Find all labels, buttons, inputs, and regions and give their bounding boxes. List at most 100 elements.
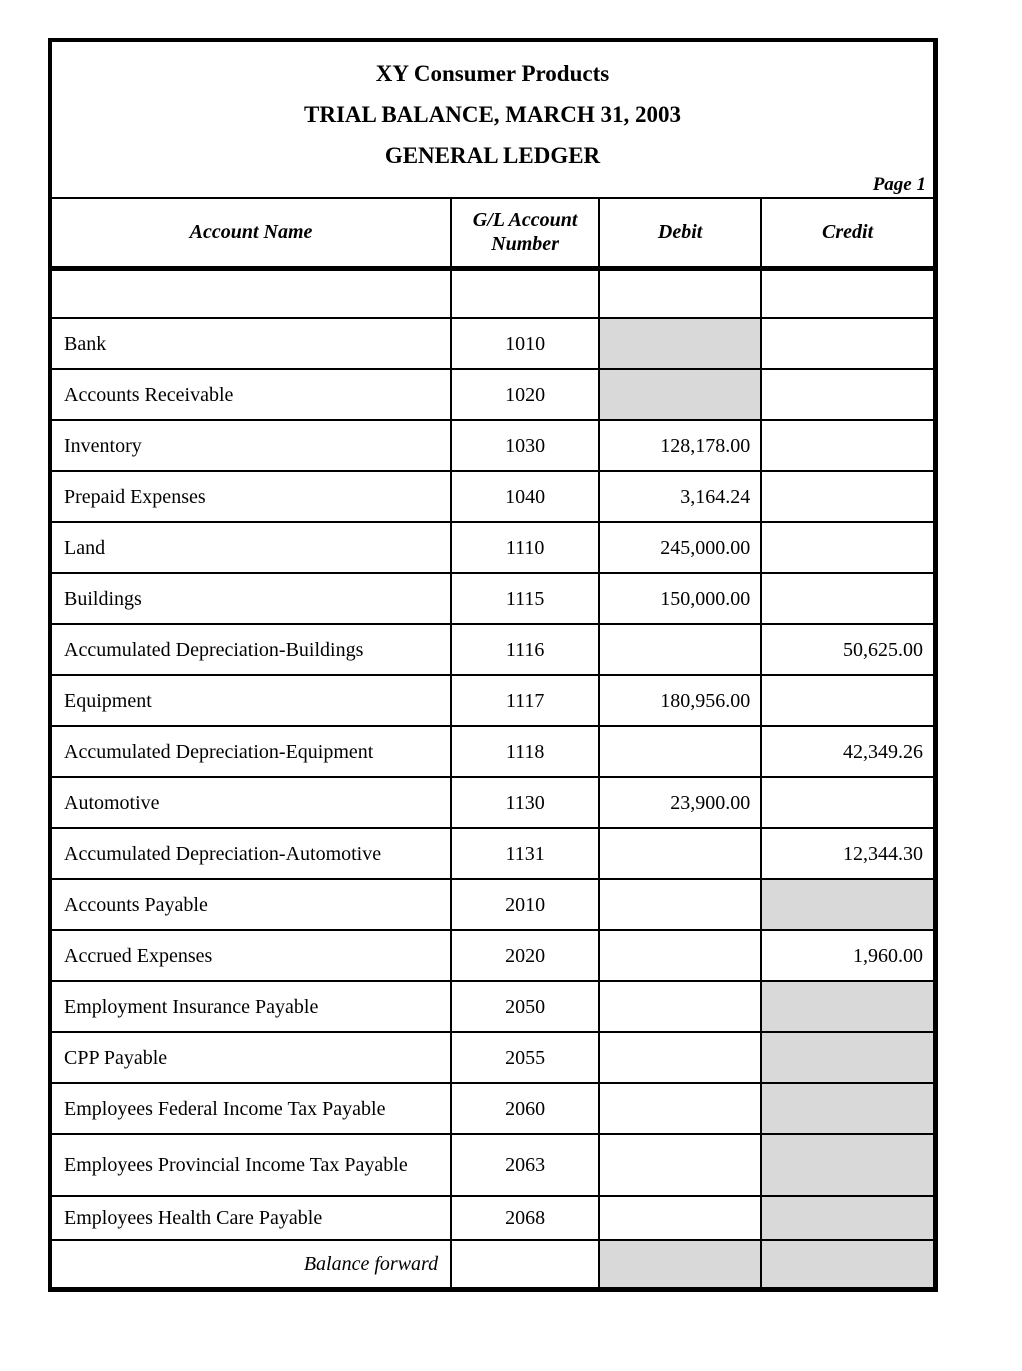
debit-cell bbox=[598, 317, 763, 370]
account-name-cell: Employees Health Care Payable bbox=[52, 1195, 453, 1241]
account-number-cell: 1117 bbox=[450, 674, 601, 727]
account-number-cell: 1010 bbox=[450, 317, 601, 370]
account-name-cell: Employment Insurance Payable bbox=[52, 980, 453, 1033]
account-number-cell-text: 1115 bbox=[505, 587, 545, 610]
account-name-cell bbox=[52, 267, 453, 319]
account-number-cell: 2055 bbox=[450, 1031, 601, 1084]
account-number-cell: 1115 bbox=[450, 572, 601, 625]
trial-balance-document: XY Consumer Products TRIAL BALANCE, MARC… bbox=[48, 38, 938, 1292]
account-name-cell: Equipment bbox=[52, 674, 453, 727]
account-name-cell: Automotive bbox=[52, 776, 453, 829]
account-number-cell: 1030 bbox=[450, 419, 601, 472]
credit-cell bbox=[760, 368, 933, 421]
trial-balance-table: Account Name G/L Account Number Debit Cr… bbox=[52, 197, 933, 1287]
account-number-cell bbox=[450, 267, 601, 319]
debit-cell-text: 3,164.24 bbox=[680, 485, 751, 508]
account-name-cell-text: Balance forward bbox=[303, 1253, 439, 1275]
account-number-cell: 2050 bbox=[450, 980, 601, 1033]
debit-cell: 180,956.00 bbox=[598, 674, 763, 727]
account-name-cell-text: Employees Provincial Income Tax Payable bbox=[64, 1154, 408, 1176]
account-number-cell-text: 2068 bbox=[505, 1207, 546, 1229]
table-row: Employees Health Care Payable 2068 bbox=[52, 1195, 933, 1241]
debit-cell bbox=[598, 623, 763, 676]
credit-cell bbox=[760, 674, 933, 727]
account-number-cell-text: 1130 bbox=[505, 791, 545, 814]
debit-cell-text: 180,956.00 bbox=[660, 689, 751, 712]
account-name-cell-text: Automotive bbox=[64, 791, 160, 814]
ledger-title: GENERAL LEDGER bbox=[384, 143, 601, 168]
account-name-cell-text: Buildings bbox=[64, 587, 142, 610]
debit-cell: 23,900.00 bbox=[598, 776, 763, 829]
table-row: Accrued Expenses 2020 1,960.00 bbox=[52, 929, 933, 982]
credit-cell bbox=[760, 776, 933, 829]
table-row: Bank 1010 bbox=[52, 317, 933, 370]
account-name-cell: Prepaid Expenses bbox=[52, 470, 453, 523]
credit-cell bbox=[760, 878, 933, 931]
credit-cell: 12,344.30 bbox=[760, 827, 933, 880]
account-number-cell-text: 2010 bbox=[505, 893, 546, 916]
account-number-cell-text: 2060 bbox=[505, 1097, 546, 1120]
account-number-cell-text: 2063 bbox=[505, 1154, 546, 1176]
account-name-cell-text: Accounts Receivable bbox=[64, 383, 234, 406]
credit-cell bbox=[760, 1133, 933, 1197]
account-number-cell-text: 1110 bbox=[505, 536, 545, 559]
credit-cell bbox=[760, 1082, 933, 1135]
debit-cell bbox=[598, 1239, 763, 1287]
account-number-cell: 1130 bbox=[450, 776, 601, 829]
table-row: Automotive 1130 23,900.00 bbox=[52, 776, 933, 829]
company-name: XY Consumer Products bbox=[375, 61, 610, 86]
debit-cell: 150,000.00 bbox=[598, 572, 763, 625]
credit-cell bbox=[760, 1031, 933, 1084]
debit-cell-text: 23,900.00 bbox=[670, 791, 751, 814]
credit-cell bbox=[760, 267, 933, 319]
table-row: Employees Federal Income Tax Payable 2060 bbox=[52, 1082, 933, 1135]
credit-cell: 50,625.00 bbox=[760, 623, 933, 676]
account-number-cell-text: 1030 bbox=[505, 434, 546, 457]
account-name-cell-text: Accumulated Depreciation-Automotive bbox=[64, 842, 382, 865]
report-title: TRIAL BALANCE, MARCH 31, 2003 bbox=[304, 102, 681, 127]
accounts-table-body: Bank 1010 Accounts Receivable 1020 Inventory… bbox=[52, 267, 933, 1287]
account-name-cell: Employees Federal Income Tax Payable bbox=[52, 1082, 453, 1135]
table-row: Accumulated Depreciation-Automotive 1131 1… bbox=[52, 827, 933, 880]
debit-cell bbox=[598, 1082, 763, 1135]
account-name-cell-text: Employees Federal Income Tax Payable bbox=[64, 1097, 386, 1120]
debit-cell bbox=[598, 725, 763, 778]
blank-row bbox=[52, 267, 933, 319]
account-number-cell-text: 1131 bbox=[505, 842, 545, 865]
table-row: Prepaid Expenses 1040 3,164.24 bbox=[52, 470, 933, 523]
credit-cell bbox=[760, 980, 933, 1033]
account-name-cell-text: Equipment bbox=[64, 689, 152, 712]
balance-forward-row: Balance forward bbox=[52, 1239, 933, 1287]
table-row: Land 1110 245,000.00 bbox=[52, 521, 933, 574]
debit-cell bbox=[598, 1031, 763, 1084]
account-name-cell-text: Land bbox=[64, 536, 106, 559]
account-name-cell: Bank bbox=[52, 317, 453, 370]
account-name-cell-text: Employment Insurance Payable bbox=[64, 995, 319, 1018]
table-row: Buildings 1115 150,000.00 bbox=[52, 572, 933, 625]
credit-cell: 42,349.26 bbox=[760, 725, 933, 778]
credit-cell bbox=[760, 1239, 933, 1287]
table-row: CPP Payable 2055 bbox=[52, 1031, 933, 1084]
account-number-cell: 1131 bbox=[450, 827, 601, 880]
debit-cell bbox=[598, 1133, 763, 1197]
account-number-cell: 2060 bbox=[450, 1082, 601, 1135]
account-name-cell: Employees Provincial Income Tax Payable bbox=[52, 1133, 453, 1197]
account-number-cell bbox=[450, 1239, 601, 1287]
credit-cell-text: 42,349.26 bbox=[843, 740, 923, 763]
account-name-cell: Accounts Payable bbox=[52, 878, 453, 931]
account-name-cell: Accounts Receivable bbox=[52, 368, 453, 421]
account-name-cell: Accrued Expenses bbox=[52, 929, 453, 982]
credit-cell bbox=[760, 419, 933, 472]
account-number-cell-text: 1117 bbox=[505, 689, 545, 712]
document-header: XY Consumer Products TRIAL BALANCE, MARC… bbox=[52, 42, 933, 197]
account-name-cell-text: Employees Health Care Payable bbox=[64, 1207, 323, 1229]
account-number-cell: 2010 bbox=[450, 878, 601, 931]
debit-cell-text: 128,178.00 bbox=[660, 434, 751, 457]
account-number-cell-text: 1020 bbox=[505, 383, 546, 406]
table-row: Accounts Receivable 1020 bbox=[52, 368, 933, 421]
account-name-cell-text: CPP Payable bbox=[64, 1046, 168, 1069]
account-name-cell: Buildings bbox=[52, 572, 453, 625]
debit-cell bbox=[598, 929, 763, 982]
account-name-cell-text: Accumulated Depreciation-Buildings bbox=[64, 638, 364, 661]
account-number-cell-text: 1116 bbox=[505, 638, 545, 661]
